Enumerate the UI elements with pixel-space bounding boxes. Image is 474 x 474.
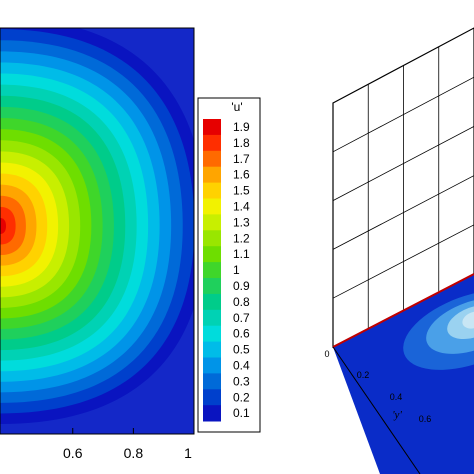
- legend-swatch: [203, 293, 221, 311]
- legend-swatch: [203, 262, 221, 279]
- floor-contour: [332, 273, 474, 474]
- wall-grid-horizontal: [332, 224, 474, 299]
- wall-grid-horizontal: [332, 175, 474, 250]
- legend-swatch: [203, 134, 221, 152]
- legend-label: 0.4: [233, 358, 250, 372]
- legend-swatch: [203, 357, 221, 374]
- legend-swatch: [203, 278, 221, 295]
- y-tick-label-3d: 0: [324, 349, 329, 359]
- legend-label: 0.9: [233, 279, 250, 293]
- back-wall-grid: [332, 46, 474, 329]
- floor-back-edge: [332, 273, 474, 348]
- legend-swatch: [203, 309, 221, 327]
- color-legend: 'u' 1.9 1.8 1.7 1.6 1.51.4 1.3 1.2 1.1 1 0.9 0.8 0.…: [197, 97, 261, 433]
- legend-swatch: [203, 166, 221, 183]
- legend-label: 0.5: [233, 343, 250, 357]
- y-tick-label-3d: 0.6: [419, 414, 432, 424]
- legend-swatch: [203, 325, 221, 342]
- legend-label: 0.7: [233, 311, 250, 325]
- contour-band-1.9: [0, 218, 6, 234]
- legend-label: 1.6: [233, 168, 250, 182]
- legend-swatch: [203, 373, 221, 390]
- contour-bands: [0, 28, 194, 434]
- contour-band-1.8: [0, 206, 16, 245]
- legend-label: 1.5: [233, 184, 250, 198]
- legend-label: 0.2: [233, 390, 250, 404]
- legend-label: 0.8: [233, 295, 250, 309]
- legend-swatch: [203, 246, 221, 263]
- legend-swatch: [203, 405, 221, 422]
- legend-label: 1.1: [233, 247, 250, 261]
- legend-label: 1.7: [233, 152, 250, 166]
- legend-swatch: [203, 214, 221, 231]
- surface-3d-plot: 0 0.2 0.4 0.6 'y': [324, 27, 474, 474]
- y-axis-3d: 0 0.2 0.4 0.6: [324, 349, 431, 424]
- x-tick-label: 1: [184, 445, 192, 461]
- legend-label: 1.8: [233, 136, 250, 150]
- y-axis-label: 'y': [392, 409, 402, 421]
- y-tick-label-3d: 0.2: [357, 370, 370, 380]
- legend-label: 0.3: [233, 374, 250, 388]
- contour-plot: 0.6 0.8 1: [0, 27, 195, 461]
- x-axis: 0.6 0.8 1: [63, 428, 195, 461]
- legend-label: 0.6: [233, 327, 250, 341]
- legend-swatch: [203, 182, 221, 199]
- legend-label: 1.9: [233, 120, 250, 134]
- legend-swatch: [203, 230, 221, 247]
- floor-contour-band: [447, 304, 474, 340]
- legend-label: 1: [233, 263, 240, 277]
- legend-title: 'u': [231, 100, 242, 114]
- y-tick-label-3d: 0.4: [390, 392, 403, 402]
- wall-grid-horizontal: [332, 126, 474, 201]
- legend-swatch: [203, 389, 221, 406]
- floor-contour-band: [462, 311, 474, 329]
- legend-swatch: [203, 341, 221, 358]
- wall-grid-horizontal: [332, 76, 474, 153]
- legend-swatch: [203, 119, 221, 136]
- plot-frame: [0, 27, 195, 435]
- x-tick-label: 0.6: [63, 445, 83, 461]
- legend-label: 1.2: [233, 231, 250, 245]
- floor-front-edge: [332, 346, 421, 474]
- x-tick-label: 0.8: [124, 445, 144, 461]
- legend-label: 1.4: [233, 199, 250, 213]
- legend-label: 1.3: [233, 215, 250, 229]
- legend-label: 0.1: [233, 406, 250, 420]
- legend-swatch: [203, 198, 221, 215]
- legend-swatch: [203, 150, 221, 168]
